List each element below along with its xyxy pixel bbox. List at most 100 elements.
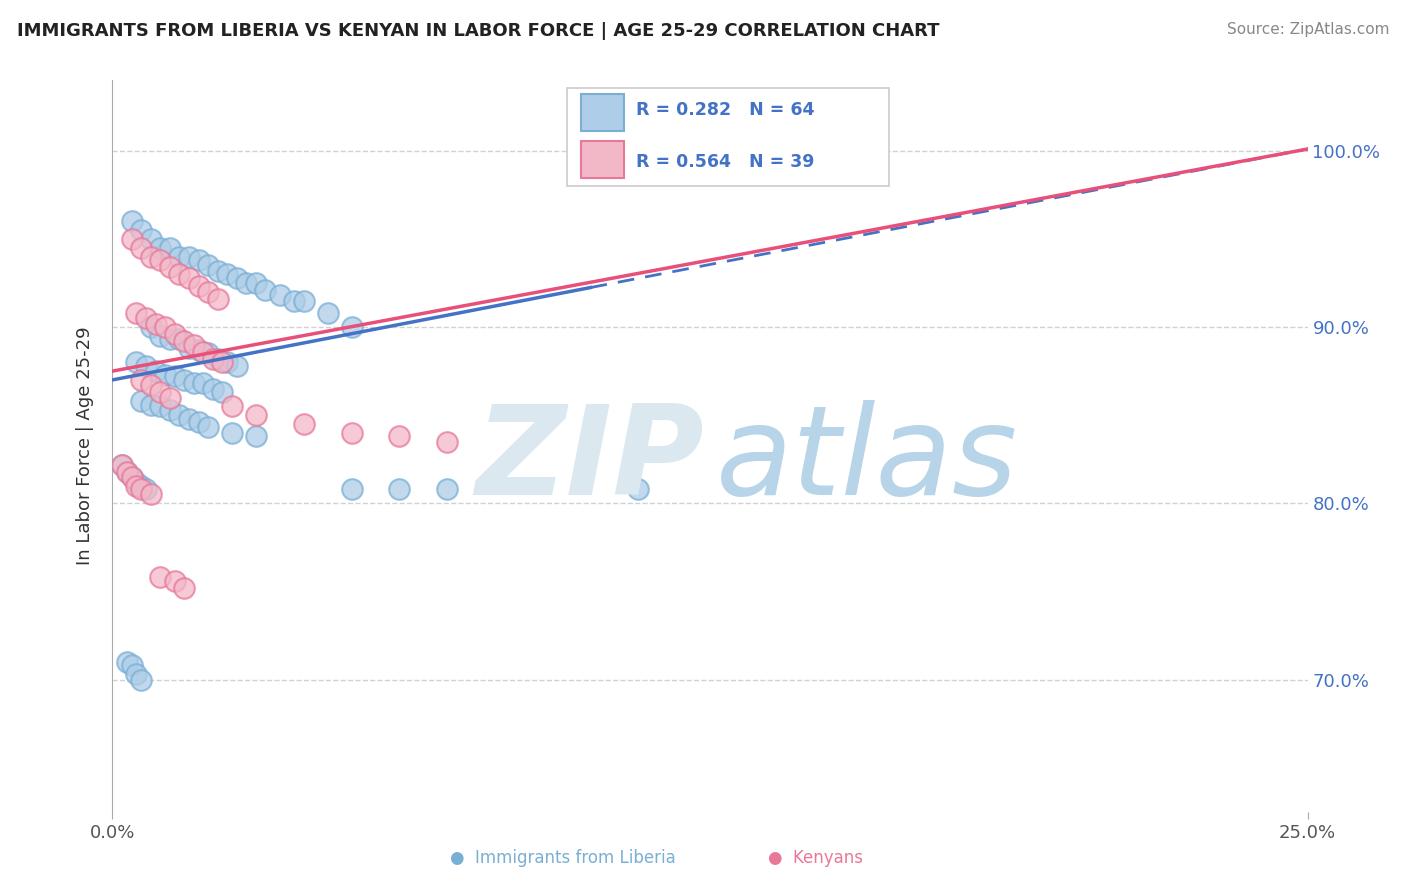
Point (129, 373, 152, 387)
Point (135, 311, 157, 326)
Point (125, 478, 148, 492)
Point (153, 368, 176, 382)
Point (221, 425, 243, 440)
Point (436, 434, 458, 449)
Point (129, 478, 152, 492)
Point (139, 487, 162, 501)
Point (183, 376, 205, 391)
Point (111, 458, 134, 472)
Point (183, 337, 205, 351)
Point (245, 408, 267, 422)
Point (153, 320, 176, 334)
Point (129, 482, 152, 496)
Point (115, 465, 138, 479)
Point (197, 258, 219, 272)
Point (173, 581, 195, 595)
Point (177, 270, 200, 285)
Point (197, 346, 219, 360)
Point (159, 402, 181, 417)
FancyBboxPatch shape (581, 141, 624, 178)
Point (149, 385, 172, 400)
Point (163, 369, 186, 384)
Point (340, 425, 363, 440)
Point (121, 658, 143, 673)
Point (159, 332, 181, 346)
Point (115, 655, 138, 669)
Point (193, 376, 215, 391)
Point (627, 482, 650, 496)
Point (292, 417, 315, 431)
Point (135, 482, 157, 496)
Point (135, 359, 157, 373)
Point (163, 327, 186, 342)
Text: ●  Kenyans: ● Kenyans (768, 849, 863, 867)
Point (149, 253, 172, 268)
Point (159, 241, 181, 255)
Point (177, 250, 200, 264)
Point (125, 667, 148, 681)
Point (292, 293, 315, 308)
Point (187, 343, 209, 357)
Point (115, 465, 138, 479)
Point (187, 415, 209, 429)
Point (436, 482, 458, 496)
Text: R = 0.564   N = 39: R = 0.564 N = 39 (636, 153, 814, 170)
Point (283, 293, 305, 308)
Point (340, 320, 363, 334)
Point (235, 276, 257, 290)
Point (245, 276, 267, 290)
Point (121, 214, 143, 228)
Point (193, 344, 215, 359)
Point (177, 411, 200, 425)
Point (254, 283, 277, 297)
Point (207, 351, 229, 366)
Point (129, 223, 152, 237)
Text: Source: ZipAtlas.com: Source: ZipAtlas.com (1226, 22, 1389, 37)
Point (201, 382, 224, 396)
Point (217, 355, 239, 369)
Point (129, 673, 152, 687)
Point (125, 306, 148, 320)
Text: atlas: atlas (716, 401, 1018, 521)
Point (139, 320, 162, 334)
Point (121, 232, 143, 246)
Point (139, 398, 162, 412)
Point (169, 250, 191, 264)
Point (145, 317, 167, 331)
Point (149, 400, 172, 414)
Point (177, 341, 200, 355)
Point (169, 408, 191, 422)
Point (207, 292, 229, 306)
Text: ●  Immigrants from Liberia: ● Immigrants from Liberia (450, 849, 675, 867)
Point (245, 429, 267, 443)
Point (207, 263, 229, 277)
FancyBboxPatch shape (581, 94, 624, 131)
Point (121, 470, 143, 484)
Point (225, 359, 247, 373)
Point (197, 420, 219, 434)
Point (316, 306, 339, 320)
Text: R = 0.282   N = 64: R = 0.282 N = 64 (636, 102, 814, 120)
Point (217, 267, 239, 281)
Text: ZIP: ZIP (475, 401, 704, 521)
Point (169, 332, 191, 346)
Point (149, 241, 172, 255)
Point (129, 241, 152, 255)
Point (197, 285, 219, 299)
Point (149, 329, 172, 343)
Point (388, 429, 411, 443)
Point (129, 394, 152, 409)
Point (201, 351, 224, 366)
Point (211, 355, 233, 369)
Point (139, 232, 162, 246)
Point (125, 355, 148, 369)
Point (340, 482, 363, 496)
Point (111, 458, 134, 472)
Point (163, 574, 186, 588)
Point (269, 288, 291, 302)
Point (145, 364, 167, 378)
Point (159, 260, 181, 274)
Point (169, 267, 191, 281)
Point (173, 334, 195, 348)
Point (187, 253, 209, 268)
